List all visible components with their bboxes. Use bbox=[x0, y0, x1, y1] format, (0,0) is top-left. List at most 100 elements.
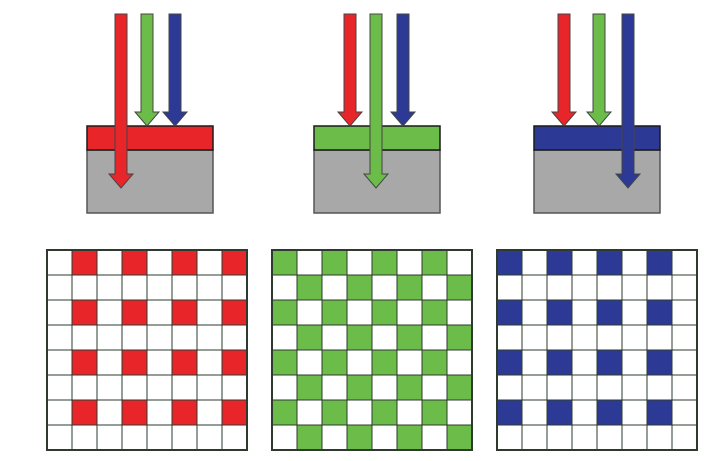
green-pixel-cell bbox=[321, 249, 348, 276]
red-filter-layer bbox=[86, 125, 214, 151]
empty-pixel-cell bbox=[46, 274, 73, 301]
empty-pixel-cell bbox=[296, 399, 323, 426]
empty-pixel-cell bbox=[421, 424, 448, 451]
red-pixel-cell bbox=[71, 299, 98, 326]
empty-pixel-cell bbox=[521, 249, 548, 276]
empty-pixel-cell bbox=[621, 299, 648, 326]
green-pixel-cell bbox=[296, 374, 323, 401]
empty-pixel-cell bbox=[496, 274, 523, 301]
empty-pixel-cell bbox=[96, 274, 123, 301]
blue-pixel-cell bbox=[546, 349, 573, 376]
red-pixel-cell bbox=[171, 299, 198, 326]
empty-pixel-cell bbox=[496, 424, 523, 451]
empty-pixel-cell bbox=[271, 274, 298, 301]
green-pixel-cell bbox=[321, 299, 348, 326]
empty-pixel-cell bbox=[171, 374, 198, 401]
empty-pixel-cell bbox=[421, 324, 448, 351]
empty-pixel-cell bbox=[346, 299, 373, 326]
green-mosaic bbox=[271, 249, 473, 451]
empty-pixel-cell bbox=[46, 349, 73, 376]
empty-pixel-cell bbox=[71, 324, 98, 351]
green-pixel-cell bbox=[296, 324, 323, 351]
empty-pixel-cell bbox=[221, 324, 248, 351]
green-pixel-cell bbox=[396, 324, 423, 351]
blue-pixel-cell bbox=[596, 349, 623, 376]
empty-pixel-cell bbox=[371, 274, 398, 301]
empty-pixel-cell bbox=[521, 274, 548, 301]
empty-pixel-cell bbox=[521, 324, 548, 351]
empty-pixel-cell bbox=[146, 299, 173, 326]
blue-mosaic-border bbox=[496, 249, 698, 451]
blue-filter-layer bbox=[533, 125, 661, 151]
empty-pixel-cell bbox=[621, 274, 648, 301]
blue-pixel-cell bbox=[496, 349, 523, 376]
empty-pixel-cell bbox=[646, 324, 673, 351]
empty-pixel-cell bbox=[521, 349, 548, 376]
blue-light-blocked-arrow bbox=[161, 13, 189, 127]
green-pixel-cell bbox=[296, 424, 323, 451]
empty-pixel-cell bbox=[121, 274, 148, 301]
green-pixel-cell bbox=[271, 349, 298, 376]
empty-pixel-cell bbox=[621, 349, 648, 376]
empty-pixel-cell bbox=[621, 424, 648, 451]
red-pixel-cell bbox=[121, 299, 148, 326]
empty-pixel-cell bbox=[96, 349, 123, 376]
empty-pixel-cell bbox=[571, 399, 598, 426]
green-pixel-cell bbox=[446, 324, 473, 351]
green-pixel-cell bbox=[421, 399, 448, 426]
red-pixel-cell bbox=[121, 349, 148, 376]
empty-pixel-cell bbox=[96, 324, 123, 351]
empty-pixel-cell bbox=[196, 249, 223, 276]
green-pixel-cell bbox=[346, 324, 373, 351]
empty-pixel-cell bbox=[571, 274, 598, 301]
empty-pixel-cell bbox=[171, 324, 198, 351]
green-pixel-cell bbox=[296, 274, 323, 301]
empty-pixel-cell bbox=[296, 249, 323, 276]
green-pixel-cell bbox=[396, 424, 423, 451]
empty-pixel-cell bbox=[421, 274, 448, 301]
empty-pixel-cell bbox=[346, 249, 373, 276]
blue-pixel-cell bbox=[596, 249, 623, 276]
empty-pixel-cell bbox=[521, 424, 548, 451]
green-pixel-cell bbox=[371, 399, 398, 426]
empty-pixel-cell bbox=[546, 424, 573, 451]
empty-pixel-cell bbox=[321, 374, 348, 401]
empty-pixel-cell bbox=[146, 249, 173, 276]
empty-pixel-cell bbox=[521, 299, 548, 326]
empty-pixel-cell bbox=[446, 399, 473, 426]
red-pixel-cell bbox=[171, 249, 198, 276]
empty-pixel-cell bbox=[46, 299, 73, 326]
red-pixel-cell bbox=[221, 399, 248, 426]
green-light-transmitted-arrow bbox=[362, 13, 390, 189]
green-pixel-cell bbox=[446, 274, 473, 301]
empty-pixel-cell bbox=[346, 399, 373, 426]
empty-pixel-cell bbox=[121, 324, 148, 351]
empty-pixel-cell bbox=[196, 399, 223, 426]
red-pixel-cell bbox=[71, 249, 98, 276]
empty-pixel-cell bbox=[321, 274, 348, 301]
empty-pixel-cell bbox=[146, 324, 173, 351]
empty-pixel-cell bbox=[671, 399, 698, 426]
red-pixel-cell bbox=[171, 399, 198, 426]
empty-pixel-cell bbox=[296, 349, 323, 376]
empty-pixel-cell bbox=[71, 424, 98, 451]
empty-pixel-cell bbox=[421, 374, 448, 401]
green-pixel-cell bbox=[321, 399, 348, 426]
red-pixel-cell bbox=[221, 349, 248, 376]
empty-pixel-cell bbox=[396, 399, 423, 426]
green-pixel-cell bbox=[346, 274, 373, 301]
empty-pixel-cell bbox=[146, 274, 173, 301]
blue-mosaic bbox=[496, 249, 698, 451]
empty-pixel-cell bbox=[571, 349, 598, 376]
blue-pixel-cell bbox=[646, 249, 673, 276]
empty-pixel-cell bbox=[221, 424, 248, 451]
green-filter-group bbox=[313, 13, 441, 214]
green-pixel-cell bbox=[271, 299, 298, 326]
green-pixel-cell bbox=[346, 374, 373, 401]
empty-pixel-cell bbox=[496, 374, 523, 401]
empty-pixel-cell bbox=[571, 374, 598, 401]
empty-pixel-cell bbox=[371, 324, 398, 351]
green-pixel-cell bbox=[271, 399, 298, 426]
empty-pixel-cell bbox=[571, 249, 598, 276]
green-light-blocked-arrow bbox=[585, 13, 613, 127]
